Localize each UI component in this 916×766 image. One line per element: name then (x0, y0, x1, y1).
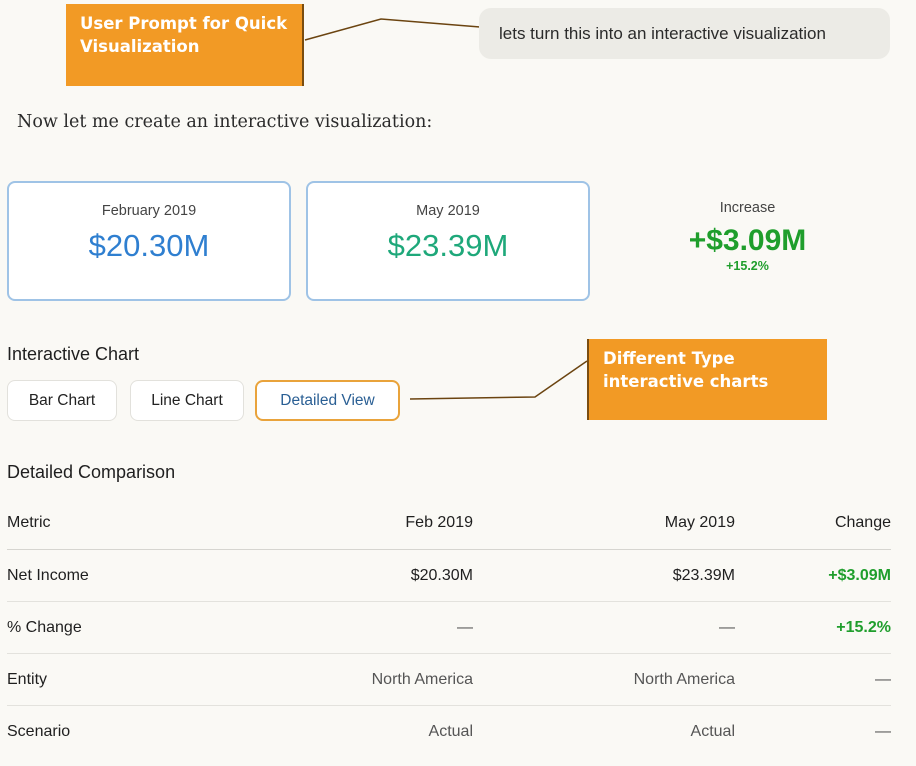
may-card-value: $23.39M (387, 228, 509, 263)
increase-percent: +15.2% (726, 259, 769, 273)
cell-feb: $20.30M (410, 567, 473, 584)
tab-detailed-view[interactable]: Detailed View (255, 380, 400, 421)
cell-feb: Actual (428, 723, 473, 740)
table-row: % Change — — +15.2% (7, 602, 891, 654)
increase-value: +$3.09M (688, 224, 807, 257)
column-header-metric: Metric (7, 514, 51, 531)
may-card-label: May 2019 (416, 203, 480, 219)
table-row: Entity North America North America — (7, 654, 891, 706)
cell-change: +15.2% (836, 619, 891, 636)
cell-metric: % Change (7, 619, 82, 636)
table-row: Scenario Actual Actual — (7, 706, 891, 757)
increase-summary: Increase +$3.09M +15.2% (640, 200, 855, 273)
feb-card-value: $20.30M (88, 228, 210, 263)
cell-may: — (719, 619, 735, 636)
interactive-chart-title: Interactive Chart (7, 344, 140, 364)
column-header-change: Change (834, 514, 891, 531)
assistant-intro-text: Now let me create an interactive visuali… (17, 112, 433, 132)
comparison-table: Metric Feb 2019 May 2019 Change Net Inco… (7, 497, 891, 757)
increase-label: Increase (719, 200, 776, 216)
cell-metric: Entity (7, 671, 48, 688)
user-message-bubble: lets turn this into an interactive visua… (479, 8, 890, 59)
feb-card-label: February 2019 (101, 203, 197, 219)
feb-metric-card: February 2019 $20.30M (7, 181, 291, 301)
cell-feb: — (457, 619, 473, 636)
cell-may: $23.39M (672, 567, 735, 584)
cell-metric: Scenario (7, 723, 71, 740)
tab-bar-chart[interactable]: Bar Chart (7, 380, 117, 421)
prompt-connector-line (304, 18, 481, 41)
cell-metric: Net Income (7, 567, 89, 584)
prompt-annotation-callout: User Prompt for Quick Visualization (66, 4, 304, 86)
detailed-comparison-title: Detailed Comparison (7, 462, 176, 482)
chart-types-annotation-callout: Different Type interactive charts (587, 339, 827, 420)
cell-may: North America (633, 671, 735, 688)
table-header-row: Metric Feb 2019 May 2019 Change (7, 497, 891, 550)
table-row: Net Income $20.30M $23.39M +$3.09M (7, 550, 891, 602)
cell-change: — (875, 671, 891, 688)
cell-may: Actual (690, 723, 735, 740)
charts-connector-line (409, 360, 588, 400)
may-metric-card: May 2019 $23.39M (306, 181, 590, 301)
cell-feb: North America (371, 671, 473, 688)
cell-change: — (875, 723, 891, 740)
column-header-may: May 2019 (664, 514, 735, 531)
cell-change: +$3.09M (828, 567, 891, 584)
column-header-feb: Feb 2019 (405, 514, 473, 531)
tab-line-chart[interactable]: Line Chart (130, 380, 244, 421)
